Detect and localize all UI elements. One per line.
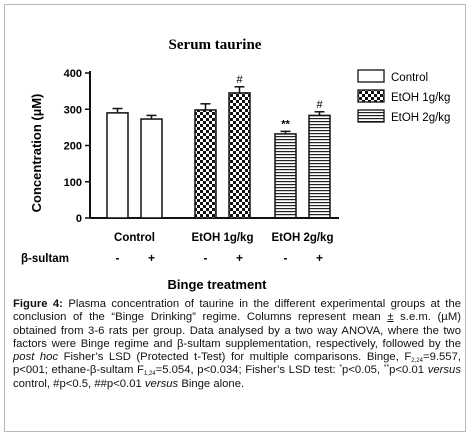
legend-swatch <box>357 69 385 83</box>
row-value: + <box>236 251 243 265</box>
chart-title: Serum taurine <box>169 37 262 53</box>
bar <box>140 118 163 219</box>
significance-marker: # <box>316 99 323 111</box>
caption-subscript: 2,24 <box>411 358 423 365</box>
caption-italic: versus <box>144 377 179 390</box>
significance-marker: ** <box>281 118 290 130</box>
caption-text: =5.054, p<0.034; Fisher’s LSD test: <box>155 364 340 377</box>
caption-text: p<0.01 <box>389 364 428 377</box>
caption-text: Fisher’s LSD (Protected t-Test) for mult… <box>58 351 412 364</box>
bar-chart: Serum taurine Concentration (µM) Binge t… <box>21 37 450 292</box>
caption-text: Binge alone. <box>178 377 245 390</box>
y-tick-label: 0 <box>76 213 82 225</box>
legend: Control EtOH 1g/kg EtOH 2g/kg <box>357 69 450 124</box>
legend-swatch <box>357 89 385 103</box>
figure-caption: Figure 4: Plasma concentration of taurin… <box>13 298 461 391</box>
y-axis-label: Concentration (µM) <box>29 94 44 213</box>
y-tick-label: 200 <box>64 141 82 153</box>
caption-text: s.e.m. (µM) obtained from 3-6 rats per g… <box>13 311 461 350</box>
caption-italic: post hoc <box>13 351 59 364</box>
caption-text: =9.557, p<001; ethane-β-sultam F <box>13 351 461 377</box>
y-tick-label: 100 <box>64 177 82 189</box>
caption-text: p<0.05, <box>342 364 384 377</box>
chart-area: Serum taurine Concentration (µM) Binge t… <box>17 25 457 295</box>
figure-frame: Serum taurine Concentration (µM) Binge t… <box>4 4 466 432</box>
bar <box>194 109 217 219</box>
x-category-label: EtOH 2g/kg <box>272 232 334 244</box>
caption-text: Plasma concentration of taurine in the d… <box>13 298 462 324</box>
plot-area: 0 100 200 300 400 # ** # Control EtOH 1g/kg EtOH 2… <box>21 68 339 265</box>
caption-pm: ± <box>387 311 394 324</box>
row-value: - <box>284 251 288 265</box>
row-value: - <box>116 251 120 265</box>
caption-label: Figure 4: <box>13 298 63 310</box>
bar <box>274 133 297 219</box>
caption-subscript: 1,24 <box>143 371 156 378</box>
caption-superscript: ** <box>383 364 390 372</box>
row-value: + <box>316 251 323 265</box>
legend-label: EtOH 1g/kg <box>391 92 450 104</box>
caption-superscript: * <box>339 364 343 372</box>
caption-text: control, #p<0.5, ##p<0.01 <box>13 377 145 390</box>
legend-label: EtOH 2g/kg <box>391 112 450 124</box>
legend-swatch <box>357 109 385 123</box>
bar <box>308 114 331 219</box>
y-tick-label: 300 <box>64 104 82 116</box>
bar <box>106 112 129 219</box>
y-tick-label: 400 <box>64 68 82 80</box>
row-value: - <box>204 251 208 265</box>
caption-italic: versus <box>427 364 461 377</box>
bar <box>228 92 251 219</box>
row-label: β-sultam <box>21 253 69 265</box>
significance-marker: # <box>236 74 243 86</box>
x-category-label: EtOH 1g/kg <box>192 232 254 244</box>
x-axis-title: Binge treatment <box>168 277 268 292</box>
x-category-label: Control <box>114 232 155 244</box>
legend-label: Control <box>391 72 428 84</box>
row-value: + <box>148 251 155 265</box>
